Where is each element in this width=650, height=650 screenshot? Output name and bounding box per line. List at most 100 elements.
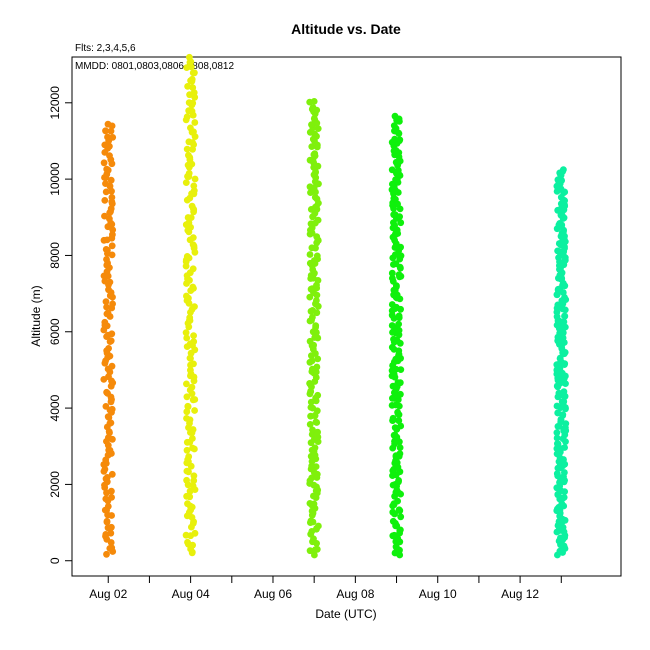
plot-frame <box>71 56 622 577</box>
data-point <box>395 417 403 425</box>
data-point <box>395 314 403 322</box>
data-point <box>559 524 567 531</box>
data-point <box>309 426 316 434</box>
data-point <box>186 53 193 61</box>
data-point <box>393 336 401 344</box>
data-point <box>391 135 399 143</box>
data-point <box>314 125 322 132</box>
data-point <box>556 220 564 227</box>
data-point <box>187 214 195 222</box>
data-point <box>562 380 569 387</box>
data-point <box>307 285 315 293</box>
data-point <box>187 124 194 132</box>
data-point <box>183 393 191 401</box>
data-point <box>183 467 191 475</box>
data-point <box>103 165 111 173</box>
data-point <box>182 329 190 336</box>
data-point <box>104 524 112 532</box>
data-point <box>553 470 561 478</box>
y-tick-label: 12000 <box>48 86 62 120</box>
y-tick-label: 6000 <box>48 318 62 345</box>
data-point <box>183 476 191 484</box>
data-point <box>314 428 321 436</box>
data-point <box>185 107 193 115</box>
data-point <box>308 244 316 252</box>
data-point <box>183 334 191 342</box>
data-point <box>395 506 403 514</box>
data-point <box>103 550 110 558</box>
data-point <box>306 358 314 366</box>
data-point <box>556 547 564 555</box>
data-point <box>313 195 321 203</box>
data-point <box>107 529 115 537</box>
data-point <box>189 84 197 91</box>
data-point <box>186 314 194 322</box>
data-point <box>102 403 110 410</box>
data-point <box>553 366 561 374</box>
data-point <box>183 292 190 300</box>
data-point <box>104 309 112 317</box>
data-point <box>312 546 319 553</box>
data-point <box>392 401 400 409</box>
data-point <box>306 421 314 428</box>
data-point <box>183 446 191 454</box>
data-point <box>313 233 321 241</box>
data-point <box>394 408 401 416</box>
data-point <box>561 444 568 451</box>
data-point <box>102 180 109 188</box>
dates-annotation: MMDD: 0801,0803,0806,0808,0812 <box>75 61 234 72</box>
data-point <box>561 469 568 476</box>
flights-annotation: Flts: 2,3,4,5,6 <box>75 43 136 54</box>
x-tick-label: Aug 10 <box>419 587 457 601</box>
y-tick-label: 8000 <box>48 242 62 269</box>
data-point <box>391 112 399 120</box>
data-point <box>101 277 109 285</box>
data-point <box>105 286 112 294</box>
data-point <box>390 147 398 155</box>
data-point <box>184 500 191 508</box>
data-point <box>108 194 116 201</box>
data-point <box>395 271 403 278</box>
y-tick-label: 10000 <box>48 162 62 196</box>
y-tick-label: 4000 <box>48 394 62 421</box>
data-point <box>190 360 197 368</box>
data-point <box>183 253 191 260</box>
data-point <box>191 407 199 414</box>
data-point <box>553 402 561 410</box>
data-point <box>306 98 314 106</box>
data-points <box>100 53 570 559</box>
data-point <box>311 551 318 559</box>
data-point <box>109 226 117 234</box>
data-point <box>188 202 196 210</box>
data-point <box>108 470 116 478</box>
data-point <box>397 390 404 398</box>
data-point <box>397 252 405 260</box>
data-point <box>191 303 198 310</box>
data-point <box>554 247 561 255</box>
data-point <box>183 438 191 446</box>
data-point <box>103 256 110 263</box>
data-point <box>306 183 314 191</box>
data-point <box>106 429 113 437</box>
x-tick-label: Aug 04 <box>172 587 210 601</box>
data-point <box>109 300 116 308</box>
data-point <box>185 219 193 227</box>
data-point <box>306 251 314 258</box>
data-point <box>191 119 199 126</box>
y-axis-label: Altitude (m) <box>29 285 43 346</box>
data-point <box>556 354 564 362</box>
data-point <box>389 517 397 525</box>
data-point <box>310 481 318 489</box>
data-point <box>307 517 315 525</box>
x-tick-label: Aug 12 <box>501 587 539 601</box>
data-point <box>189 69 197 77</box>
data-point <box>190 332 198 339</box>
data-point <box>313 297 320 304</box>
data-point <box>182 531 190 539</box>
data-point <box>311 150 319 158</box>
data-point <box>388 166 396 174</box>
data-point <box>561 312 568 320</box>
data-point <box>105 414 113 421</box>
data-point <box>107 337 115 345</box>
